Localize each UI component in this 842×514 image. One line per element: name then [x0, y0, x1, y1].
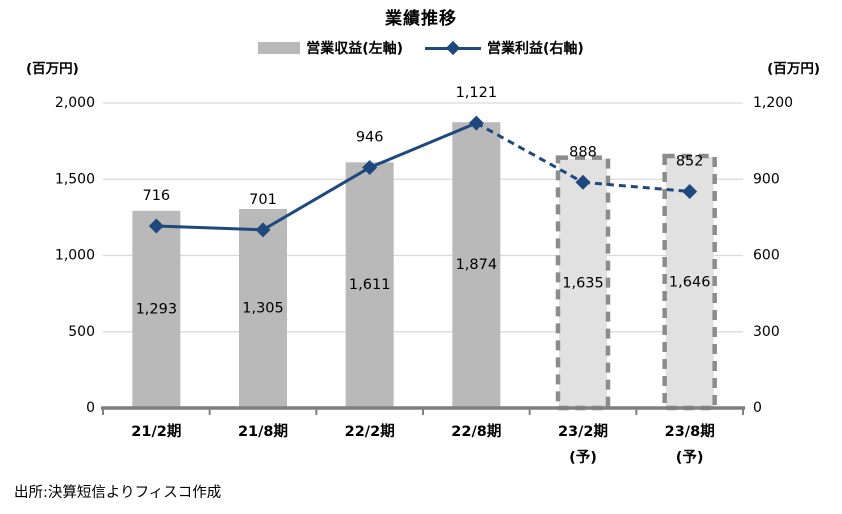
legend-bar-swatch — [258, 42, 301, 54]
left-axis-tick-label: 1,000 — [55, 248, 95, 264]
right-axis-tick-label: 0 — [753, 400, 762, 416]
bar-value-label: 1,635 — [562, 275, 604, 291]
right-axis-tick-label: 900 — [753, 171, 780, 187]
right-axis-unit: (百万円) — [767, 61, 820, 77]
left-axis-tick-label: 500 — [68, 324, 95, 340]
right-axis-tick-label: 1,200 — [753, 95, 793, 111]
chart-legend: 営業収益(左軸) 営業利益(右軸) — [0, 38, 842, 58]
left-axis-tick-label: 0 — [86, 400, 95, 416]
bar — [452, 122, 501, 408]
legend-bar-label: 営業収益(左軸) — [306, 41, 403, 57]
x-axis-category-label: 23/2期 — [558, 422, 608, 440]
line-value-label: 1,121 — [456, 85, 498, 101]
line-marker-diamond-icon — [575, 174, 591, 190]
right-axis-tick-label: 600 — [753, 248, 780, 264]
bar — [239, 208, 287, 408]
line-marker-diamond-icon — [682, 183, 698, 199]
x-axis-category-label: 22/8期 — [451, 422, 501, 440]
left-axis-unit: (百万円) — [26, 61, 79, 77]
bar-forecast — [559, 158, 607, 408]
line-marker-diamond-icon — [468, 115, 484, 131]
bar-value-label: 1,874 — [456, 257, 498, 273]
right-axis-tick-label: 300 — [753, 324, 780, 340]
left-axis-tick-label: 2,000 — [55, 95, 95, 111]
legend-line-swatch — [425, 40, 481, 56]
x-axis-category-label: 22/2期 — [345, 422, 395, 440]
chart-title: 業績推移 — [385, 9, 457, 29]
x-axis-category-sublabel: (予) — [676, 449, 704, 466]
x-axis-category-label: 21/2期 — [131, 422, 181, 440]
line-marker-diamond-icon — [362, 160, 378, 176]
line-value-label: 716 — [142, 188, 170, 204]
line-value-label: 701 — [249, 192, 277, 208]
profit-line-forecast-segment — [582, 180, 690, 193]
profit-line-segment — [156, 224, 264, 232]
source-note: 出所:決算短信よりフィスコ作成 — [14, 485, 222, 501]
line-value-label: 946 — [356, 130, 384, 146]
line-marker-diamond-icon — [255, 222, 271, 238]
bar — [345, 162, 394, 408]
profit-line-segment — [369, 121, 477, 169]
line-value-label: 888 — [569, 144, 597, 160]
left-axis-tick-label: 1,500 — [55, 171, 95, 187]
bar-value-label: 1,611 — [349, 277, 391, 293]
line-value-label: 852 — [676, 153, 704, 169]
profit-line-segment — [262, 166, 371, 232]
x-axis-category-label: 21/8期 — [238, 422, 288, 440]
legend-item-profit: 営業利益(右軸) — [425, 38, 584, 58]
bar-value-label: 1,293 — [136, 301, 178, 317]
legend-item-revenue: 営業収益(左軸) — [258, 38, 403, 58]
bar-value-label: 1,305 — [242, 300, 284, 316]
profit-line-forecast-segment — [475, 121, 584, 184]
bar-value-label: 1,646 — [669, 274, 711, 290]
line-marker-diamond-icon — [148, 218, 164, 234]
x-axis-category-sublabel: (予) — [569, 449, 597, 466]
x-axis-category-label: 23/8期 — [665, 422, 715, 440]
legend-line-label: 営業利益(右軸) — [487, 41, 584, 57]
bar — [132, 210, 181, 408]
